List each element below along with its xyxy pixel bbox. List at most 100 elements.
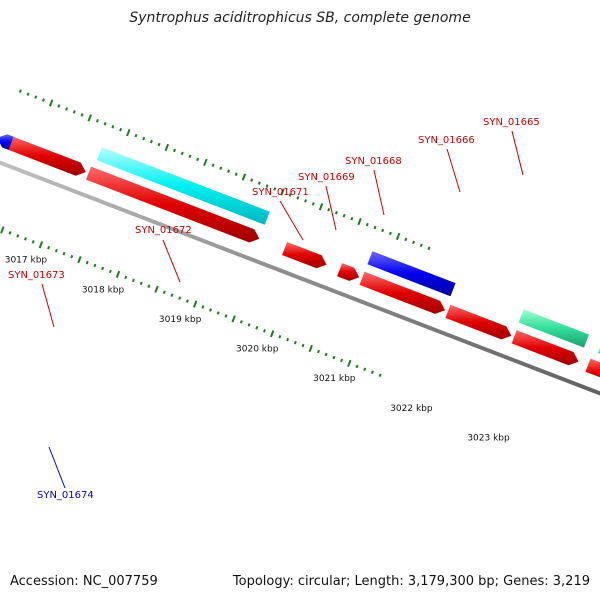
scale-tick <box>131 278 135 283</box>
outer-tick <box>342 213 346 218</box>
scale-tick <box>16 234 20 238</box>
scale-tick <box>293 340 297 345</box>
outer-tick <box>188 154 192 159</box>
gene-feature <box>6 136 86 176</box>
scale-tick <box>332 355 336 360</box>
outer-tick <box>126 129 131 137</box>
outer-tick <box>157 142 161 147</box>
scale-tick <box>62 251 66 256</box>
outer-tick <box>26 92 30 96</box>
label-leader-line <box>446 148 461 193</box>
outer-tick <box>357 217 362 226</box>
scale-tick <box>239 320 243 324</box>
outer-tick <box>149 139 153 144</box>
scale-tick <box>263 329 266 333</box>
gene-label: SYN_01665 <box>483 117 540 128</box>
outer-tick <box>103 122 107 126</box>
gene-feature <box>597 347 600 354</box>
gene-label: SYN_01669 <box>298 172 355 183</box>
label-leader-line <box>48 446 66 489</box>
gene-feature <box>0 134 14 150</box>
scale-tick <box>178 296 182 300</box>
scale-tick <box>101 266 105 271</box>
scale-tick <box>38 241 44 249</box>
outer-tick <box>34 95 38 99</box>
gene-feature <box>282 241 327 269</box>
gene-feature <box>518 309 589 348</box>
scale-tick <box>154 285 159 293</box>
outer-tick <box>388 231 392 236</box>
outer-tick <box>395 232 401 241</box>
outer-tick <box>57 104 61 108</box>
label-leader-line <box>279 200 304 241</box>
scale-tick <box>363 367 367 372</box>
outer-tick <box>211 163 215 168</box>
scale-label: 3018 kbp <box>82 285 125 295</box>
outer-tick <box>318 203 324 211</box>
scale-tick <box>31 240 35 244</box>
scale-tick <box>278 334 282 339</box>
outer-tick <box>427 246 431 251</box>
outer-tick <box>196 157 200 162</box>
accession-text: Accession: NC_007759 <box>10 574 158 589</box>
scale-tick <box>185 299 189 303</box>
gene-label: SYN_01668 <box>345 156 402 167</box>
outer-tick <box>365 222 369 227</box>
gene-label: SYN_01674 <box>37 490 94 501</box>
gene-label: SYN_01673 <box>8 270 65 281</box>
outer-tick <box>18 89 22 93</box>
outer-tick <box>111 124 115 129</box>
scale-tick <box>255 326 259 330</box>
gene-label: SYN_01672 <box>135 225 192 236</box>
outer-tick <box>72 110 76 114</box>
outer-tick <box>280 188 285 196</box>
scale-tick <box>0 226 5 234</box>
gene-feature <box>445 304 512 340</box>
gene-feature <box>86 166 260 243</box>
scale-tick <box>47 245 51 250</box>
outer-tick <box>173 148 177 153</box>
outer-tick <box>142 136 146 141</box>
scale-tick <box>247 323 251 327</box>
scale-tick <box>301 343 305 348</box>
scale-label: 3020 kbp <box>236 345 279 355</box>
label-leader-line <box>162 239 181 283</box>
outer-tick <box>42 98 45 102</box>
scale-tick <box>231 315 236 323</box>
gene-label: SYN_01671 <box>252 187 309 198</box>
genome-backbone <box>0 160 600 396</box>
outer-tick <box>164 143 170 152</box>
scale-label: 3021 kbp <box>313 374 356 384</box>
gene-label: SYN_01666 <box>418 135 475 146</box>
outer-tick <box>265 184 269 188</box>
scale-label: 3019 kbp <box>159 315 202 325</box>
outer-tick <box>304 199 308 203</box>
label-leader-line <box>511 130 524 176</box>
outer-tick <box>134 133 138 138</box>
scale-label: 3022 kbp <box>390 404 433 414</box>
scale-tick <box>270 330 275 338</box>
scale-tick <box>370 370 374 375</box>
scale-tick <box>209 308 212 312</box>
outer-tick <box>288 193 292 197</box>
scale-label: 3023 kbp <box>467 434 510 444</box>
outer-tick <box>227 169 230 173</box>
outer-tick <box>234 172 238 176</box>
outer-tick <box>219 166 223 171</box>
outer-tick <box>381 228 385 233</box>
outer-tick <box>327 208 331 212</box>
label-leader-line <box>41 283 55 328</box>
gene-feature <box>367 251 456 297</box>
scale-tick <box>347 359 352 368</box>
scale-tick <box>224 314 228 318</box>
scale-tick <box>308 344 313 353</box>
outer-tick <box>87 114 92 122</box>
scale-tick <box>70 254 74 259</box>
scale-tick <box>147 284 151 289</box>
outer-tick <box>95 119 99 123</box>
scale-tick <box>24 237 27 241</box>
gene-feature <box>511 330 579 366</box>
outer-tick <box>412 240 416 245</box>
topology-summary: Topology: circular; Length: 3,179,300 bp… <box>232 574 590 589</box>
map-title: Syntrophus aciditrophicus SB, complete g… <box>129 10 471 26</box>
